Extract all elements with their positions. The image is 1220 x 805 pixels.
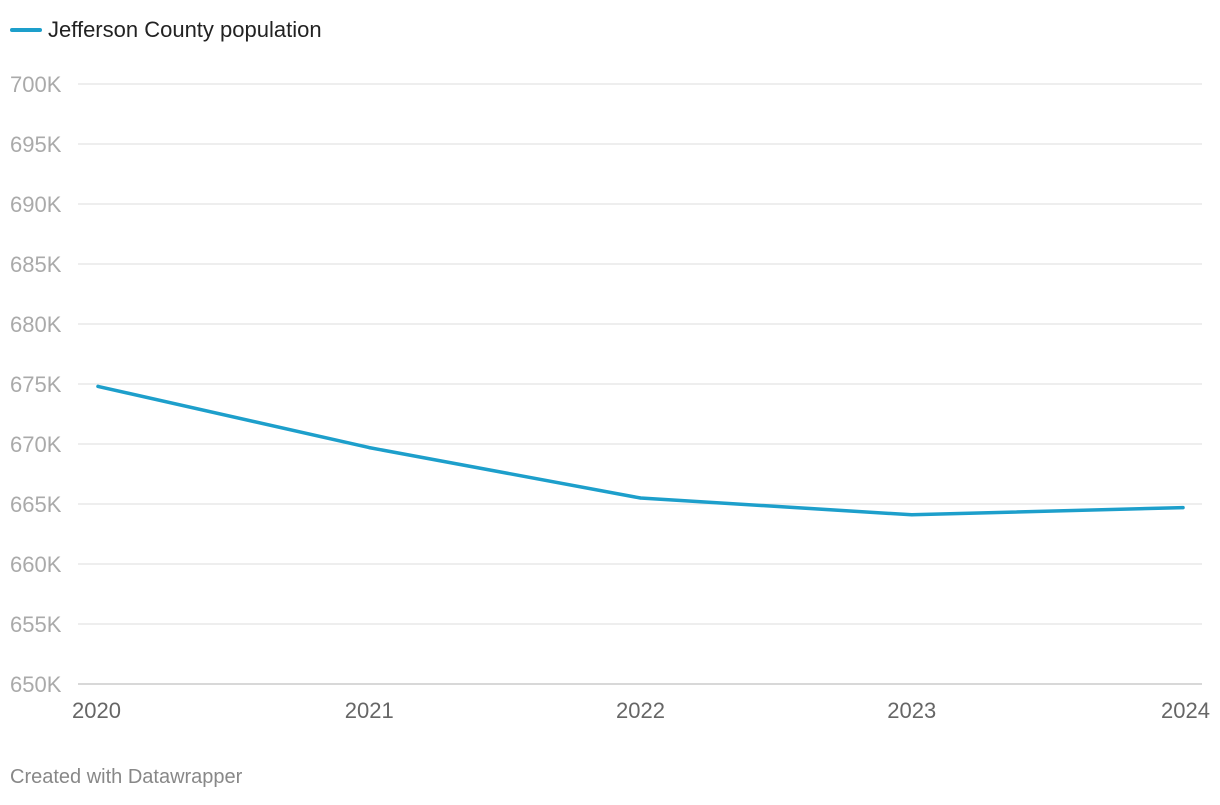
- y-tick-label: 685K: [10, 252, 62, 277]
- y-tick-label: 695K: [10, 132, 62, 157]
- x-tick-label: 2022: [616, 698, 665, 723]
- y-tick-label: 680K: [10, 312, 62, 337]
- series-line: [96, 384, 1185, 517]
- data-point: [910, 513, 914, 517]
- y-tick-label: 665K: [10, 492, 62, 517]
- data-point: [1181, 506, 1185, 510]
- legend-label: Jefferson County population: [48, 17, 322, 42]
- y-tick-label: 670K: [10, 432, 62, 457]
- x-axis-ticks: 2020 2021 2022 2023 2024: [72, 698, 1210, 723]
- y-tick-label: 650K: [10, 672, 62, 697]
- x-tick-label: 2021: [345, 698, 394, 723]
- series-group: [96, 384, 1185, 517]
- data-point: [96, 384, 100, 388]
- y-axis-ticks: 650K 655K 660K 665K 670K 675K 680K 685K 690K 695K…: [10, 72, 62, 697]
- footer-credit: Created with Datawrapper: [10, 766, 243, 788]
- y-tick-label: 660K: [10, 552, 62, 577]
- y-tick-label: 675K: [10, 372, 62, 397]
- data-point: [367, 446, 371, 450]
- legend: Jefferson County population: [10, 17, 322, 42]
- y-tick-label: 655K: [10, 612, 62, 637]
- data-point: [638, 496, 643, 500]
- grid-lines: [78, 83, 1202, 685]
- x-tick-label: 2020: [72, 698, 121, 723]
- x-tick-label: 2024: [1161, 698, 1210, 723]
- y-tick-label: 700K: [10, 72, 62, 97]
- x-tick-label: 2023: [887, 698, 936, 723]
- y-tick-label: 690K: [10, 192, 62, 217]
